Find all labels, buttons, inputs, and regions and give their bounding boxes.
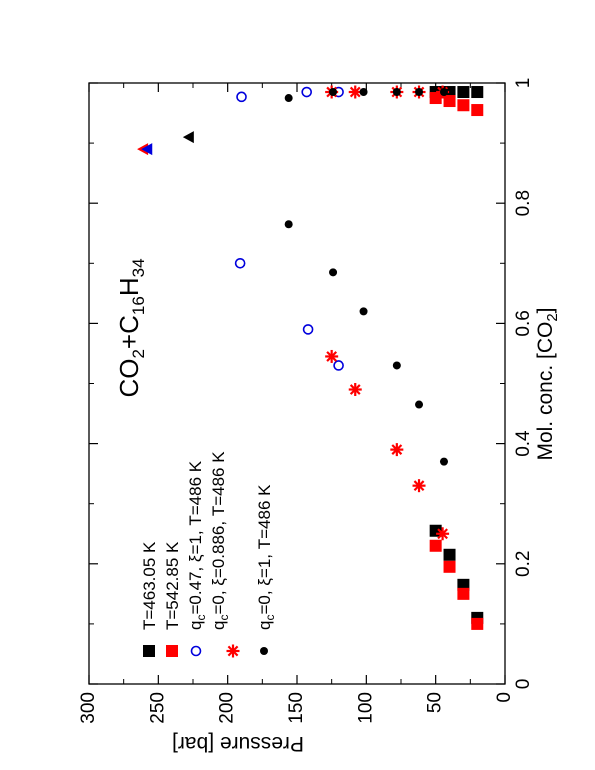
axis-tick-labels: 0 0.2 0.4 0.6 0.8 1 0 50 100 150 200 250 300	[78, 78, 534, 724]
title-plus-c: +C	[114, 315, 144, 349]
legend-marker-1	[143, 645, 155, 657]
x-axis-title-end: ]	[534, 307, 557, 313]
legend-label-5: qc=0, ξ=1, T=486 K	[255, 484, 277, 630]
data-point-open-circle	[236, 91, 247, 103]
data-point-open-circle	[234, 257, 246, 269]
data-point-dot	[415, 88, 424, 97]
legend: T=463.05 K T=542.85 K qc=0.47, ξ=1, T=48…	[140, 451, 277, 658]
legend-marker-2	[166, 645, 178, 657]
legend-3-q: q	[186, 621, 205, 630]
critical-point-triangle	[182, 131, 194, 144]
y-tick-label: 0	[494, 692, 515, 703]
data-marks	[137, 85, 484, 630]
data-point-open-circle	[301, 86, 313, 98]
data-point-square	[443, 95, 456, 108]
legend-5-rest: =0, ξ=1, T=486 K	[255, 484, 274, 615]
series-3	[234, 86, 344, 371]
data-point-dot	[359, 88, 368, 97]
y-tick-label: 150	[286, 692, 307, 724]
x-tick-label: 0.6	[513, 310, 534, 336]
chart-title: CO2+C16H34	[114, 258, 148, 397]
data-point-dot	[415, 400, 424, 409]
legend-4-q: q	[209, 621, 228, 630]
data-point-star	[390, 443, 404, 457]
title-sub-2: 2	[129, 349, 148, 358]
series-4	[325, 85, 450, 541]
star-stroke	[326, 351, 338, 362]
legend-marker-4	[226, 644, 240, 658]
star-stroke	[437, 528, 448, 540]
data-point-square	[471, 104, 484, 117]
x-axis-title-main: Mol. conc. [CO	[534, 322, 557, 461]
legend-3-rest: =0.47, ξ=1, T=486 K	[186, 460, 205, 614]
star-stroke	[391, 444, 403, 455]
data-point-star	[325, 349, 339, 363]
x-tick-label: 0.4	[513, 430, 534, 457]
y-axis-title: Pressure [bar]	[172, 732, 304, 755]
title-sub-34: 34	[129, 258, 148, 277]
data-point-square	[457, 86, 470, 99]
y-tick-label: 100	[355, 692, 376, 724]
x-tick-label: 0	[513, 679, 534, 690]
legend-4-rest: =0, ξ=0.886, T=486 K	[209, 451, 228, 615]
legend-5-q: q	[255, 621, 274, 630]
data-point-dot	[392, 88, 401, 97]
data-point-open-circle	[302, 324, 314, 335]
legend-5-sub: c	[263, 615, 277, 621]
data-point-square	[457, 99, 470, 112]
x-tick-label: 0.8	[513, 190, 534, 216]
data-point-dot	[392, 361, 401, 370]
star-stroke	[227, 645, 239, 657]
data-point-dot	[439, 457, 448, 466]
data-point-star	[436, 527, 450, 541]
legend-label-4: qc=0, ξ=0.886, T=486 K	[209, 451, 231, 630]
data-point-square	[443, 560, 456, 573]
y-tick-label: 50	[425, 692, 446, 713]
data-point-square	[457, 578, 470, 591]
critical-points	[137, 131, 194, 156]
title-h: H	[114, 277, 144, 296]
series-5	[284, 88, 448, 466]
legend-star-shape	[226, 644, 240, 658]
data-point-dot	[284, 94, 293, 103]
title-co: CO	[114, 359, 144, 398]
y-tick-label: 200	[217, 692, 238, 724]
data-point-star	[348, 383, 362, 397]
x-axis-title: Mol. conc. [CO2]	[534, 307, 561, 460]
data-point-star	[412, 479, 426, 493]
data-point-open-circle	[333, 360, 344, 371]
x-tick-label: 1	[513, 78, 534, 89]
legend-label-3: qc=0.47, ξ=1, T=486 K	[186, 460, 208, 630]
x-axis-title-sub: 2	[544, 313, 561, 321]
critical-point-triangle	[141, 143, 153, 156]
legend-marker-5	[260, 647, 268, 655]
data-point-dot	[359, 307, 368, 316]
data-point-dot	[329, 88, 338, 97]
data-point-dot	[439, 88, 448, 97]
data-point-square	[471, 617, 484, 630]
y-tick-label: 300	[78, 692, 99, 724]
data-point-dot	[284, 220, 293, 229]
data-point-square	[429, 539, 442, 552]
data-point-square	[443, 548, 456, 561]
star-stroke	[413, 480, 425, 492]
axis-ticks	[88, 82, 506, 685]
data-point-square	[471, 86, 484, 99]
legend-4-sub: c	[217, 615, 231, 621]
y-tick-label: 250	[147, 692, 168, 724]
star-stroke	[349, 384, 361, 395]
data-point-dot	[329, 268, 338, 277]
legend-label-1: T=463.05 K	[140, 541, 159, 630]
title-sub-16: 16	[129, 296, 148, 315]
star-stroke	[349, 86, 361, 98]
legend-3-sub: c	[194, 615, 208, 621]
data-point-square	[457, 587, 470, 600]
x-tick-label: 0.2	[513, 551, 534, 577]
legend-label-2: T=542.85 K	[163, 541, 182, 630]
legend-marker-3	[190, 645, 202, 657]
series-2	[429, 92, 484, 630]
